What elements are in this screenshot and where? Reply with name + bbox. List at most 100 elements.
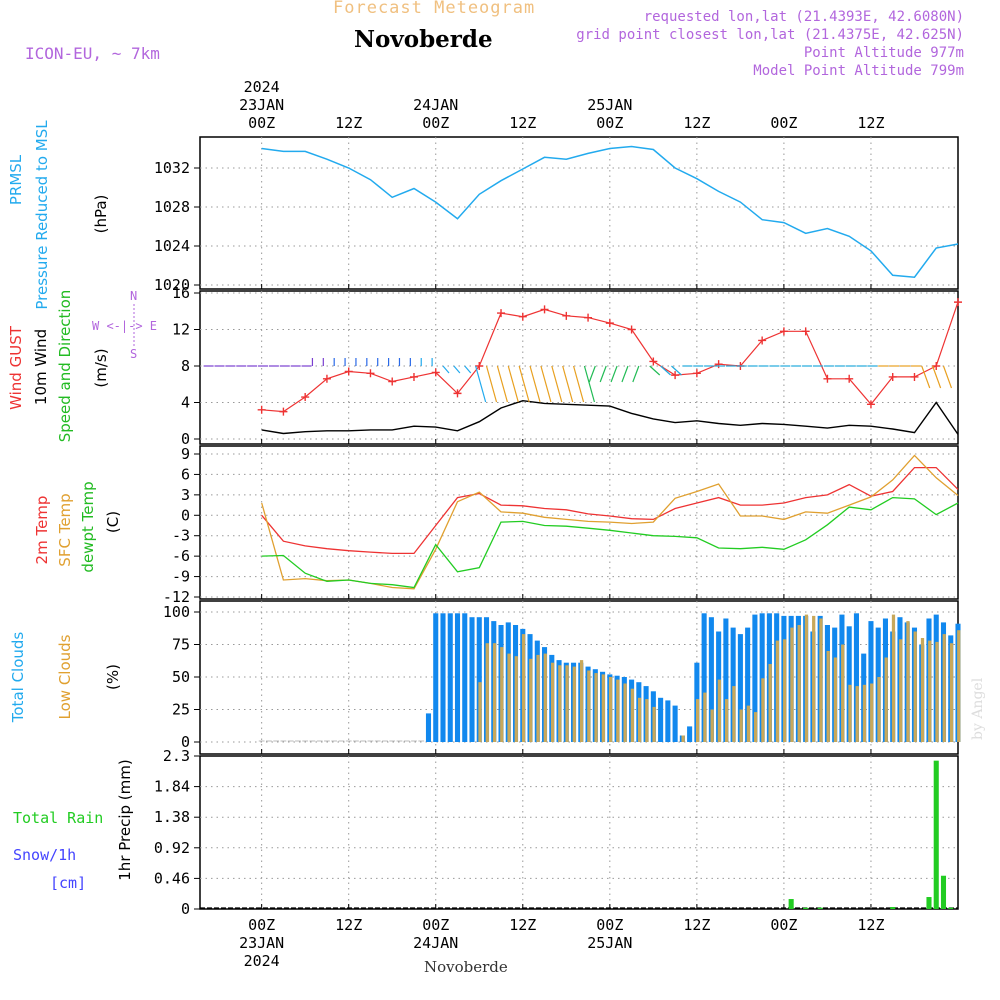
low-cloud-bar [725, 699, 729, 742]
wind-direction-arrow [942, 365, 953, 389]
ytick-label-precip: 0.92 [154, 839, 190, 857]
low-cloud-bar [565, 665, 569, 742]
ytick-label-wind: 8 [181, 357, 190, 375]
gust-point [301, 393, 310, 402]
low-cloud-bar [775, 640, 780, 742]
low-cloud-bar [920, 638, 925, 742]
bottom-date-label: 25JAN [587, 934, 632, 952]
gust-point [910, 372, 919, 381]
gust-point [497, 309, 506, 318]
ytick-label-pressure: 1028 [154, 198, 190, 216]
low-cloud-bar [507, 653, 511, 742]
low-cloud-bar [841, 644, 845, 742]
ytick-label-wind: 0 [181, 430, 190, 448]
low-cloud-bar [768, 664, 772, 742]
total-cloud-bar [708, 617, 714, 742]
wind-direction-arrow [475, 365, 487, 403]
panel-frame-pressure [199, 136, 959, 290]
ytick-label-temperature: 3 [181, 486, 190, 504]
panel-frame-wind [199, 290, 959, 445]
low-cloud-bar [478, 682, 482, 742]
low-cloud-bar [543, 653, 547, 742]
gust-point [605, 319, 614, 328]
total-cloud-bar [759, 613, 765, 742]
low-cloud-bar [732, 686, 736, 742]
total-cloud-bar [701, 613, 707, 742]
ytick-label-wind: 12 [172, 321, 190, 339]
total-cloud-bar [752, 614, 758, 742]
low-cloud-bar [746, 705, 751, 742]
gust-point [866, 400, 875, 409]
total-cloud-bar [672, 705, 678, 742]
top-xtick-label: 12Z [857, 114, 884, 132]
low-cloud-bar [637, 697, 642, 742]
ytick-label-clouds: 50 [172, 668, 190, 686]
ytick-label-pressure: 1024 [154, 237, 190, 255]
wind-direction-arrow [464, 365, 472, 374]
wind-direction-arrow [529, 365, 541, 403]
gust-point [562, 311, 571, 320]
total-cloud-bar [462, 613, 468, 742]
low-cloud-bar [645, 699, 649, 742]
rain-bar [933, 760, 939, 909]
low-cloud-bar [500, 647, 504, 742]
ytick-label-temperature: -12 [163, 588, 190, 606]
ytick-label-clouds: 0 [181, 733, 190, 751]
wind-direction-arrow [507, 365, 519, 403]
ytick-label-temperature: 6 [181, 465, 190, 483]
rain-bar [948, 907, 954, 909]
wind-direction-arrow [671, 365, 682, 376]
ytick-label-clouds: 75 [172, 636, 190, 654]
low-cloud-bar [623, 683, 627, 742]
footer-location: Novoberde [424, 958, 508, 976]
wind-direction-arrow [649, 365, 661, 376]
top-xtick-label: 00Z [596, 114, 623, 132]
pressure-title: Pressure Reduced to MSL [33, 120, 51, 310]
total-clouds-title: Total Clouds [9, 632, 27, 724]
total-cloud-bar [469, 617, 475, 742]
low-cloud-bar [942, 634, 946, 742]
requested-coords: requested lon,lat (21.4393E, 42.6080N) [643, 9, 964, 25]
low-cloud-bar [514, 656, 518, 742]
wind-direction-arrow [453, 365, 461, 374]
low-cloud-bar [485, 643, 489, 742]
dewpt-title: dewpt Temp [79, 481, 97, 572]
gust-point [257, 405, 266, 414]
gust-point [758, 336, 767, 345]
location-title: Novoberde [354, 26, 493, 53]
ytick-label-temperature: -9 [172, 568, 190, 586]
wind-direction-arrow [610, 365, 618, 383]
total-cloud-bar [440, 613, 446, 742]
total-cloud-bar [447, 613, 453, 742]
low-cloud-bar [550, 662, 555, 742]
ytick-label-precip: 1.84 [154, 778, 190, 796]
low-cloud-bar [572, 666, 576, 742]
total-cloud-bar [737, 634, 743, 742]
top-date-label: 25JAN [587, 96, 632, 114]
low-cloud-bar [819, 618, 823, 742]
low-cloud-bar [862, 684, 867, 742]
top-year-label: 2024 [244, 78, 280, 96]
wind-ylabel: (m/s) [92, 348, 110, 387]
rain-bar [890, 907, 896, 909]
rain-bar [926, 897, 932, 909]
rain-bar [817, 907, 823, 909]
bottom-xtick-label: 00Z [248, 916, 275, 934]
low-cloud-bar [652, 706, 656, 742]
low-cloud-bar [783, 639, 787, 742]
low-cloud-bar [492, 643, 497, 742]
model-altitude: Model Point Altitude 799m [753, 63, 964, 79]
low-cloud-bar [536, 654, 540, 742]
low-cloud-bar [696, 699, 700, 742]
top-xtick-label: 00Z [770, 114, 797, 132]
low-cloud-bar [717, 679, 722, 742]
gust-point [888, 372, 897, 381]
wind-speed-title: Speed and Direction [56, 290, 74, 443]
low-cloud-bar [870, 683, 874, 742]
wind-compass-s: S [130, 347, 137, 361]
wind-direction-arrow [540, 365, 552, 403]
total-cloud-bar [454, 613, 461, 742]
wind-direction-arrow [932, 365, 942, 389]
wind-direction-arrow [588, 365, 596, 383]
ytick-label-pressure: 1020 [154, 276, 190, 294]
